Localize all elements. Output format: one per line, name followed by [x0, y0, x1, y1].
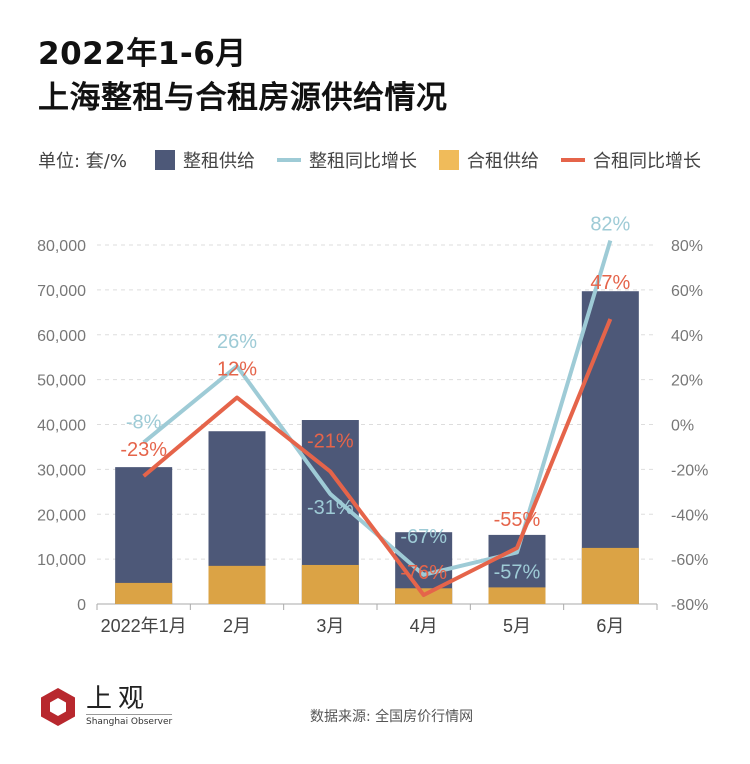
bar-shared-supply	[301, 564, 359, 604]
right-tick-label: 60%	[671, 283, 703, 300]
x-tick-label: 3月	[316, 616, 344, 636]
legend-label: 合租供给	[466, 151, 539, 172]
right-tick-label: 40%	[671, 328, 703, 345]
legend-swatch	[438, 150, 459, 170]
left-tick-label: 30,000	[37, 462, 86, 479]
data-label-shared-growth: 47%	[590, 272, 630, 294]
right-tick-label: -80%	[671, 597, 708, 614]
legend-label: 整租同比增长	[308, 151, 417, 172]
chart-title-line1: 2022年1-6月	[38, 36, 247, 72]
left-tick-label: 60,000	[37, 328, 86, 345]
legend-item-whole-growth: 整租同比增长	[276, 147, 417, 173]
bar-shared-supply	[488, 587, 546, 604]
legend-item-shared-supply: 合租供给	[438, 147, 539, 173]
left-tick-label: 0	[77, 597, 86, 614]
right-tick-label: -40%	[671, 507, 708, 524]
x-tick-label: 6月	[596, 616, 624, 636]
legend-swatch	[560, 158, 585, 162]
bar-shared-supply	[115, 582, 173, 604]
legend-item-shared-growth: 合租同比增长	[560, 147, 701, 173]
right-tick-label: -20%	[671, 462, 708, 479]
data-label-shared-growth: -76%	[400, 562, 447, 584]
left-tick-label: 40,000	[37, 418, 86, 435]
legend-swatch	[154, 150, 175, 170]
data-label-shared-growth: 12%	[217, 359, 257, 381]
legend-swatch	[276, 158, 301, 162]
legend-item-whole-supply: 整租供给	[154, 147, 255, 173]
x-tick-label: 2月	[223, 616, 251, 636]
right-tick-label: 20%	[671, 373, 703, 390]
left-tick-label: 80,000	[37, 238, 86, 255]
legend: 单位: 套/% 整租供给 整租同比增长 合租供给 合租同比增长	[38, 147, 701, 173]
left-tick-label: 20,000	[37, 507, 86, 524]
x-tick-label: 5月	[503, 616, 531, 636]
unit-label: 单位: 套/%	[38, 151, 127, 172]
legend-label: 合租同比增长	[592, 151, 701, 172]
left-tick-label: 70,000	[37, 283, 86, 300]
data-label-whole-growth: -57%	[494, 561, 541, 583]
data-label-whole-growth: -67%	[400, 526, 447, 548]
logo-en: Shanghai Observer	[86, 714, 173, 727]
data-label-shared-growth: -55%	[494, 509, 541, 531]
data-label-shared-growth: -21%	[307, 431, 354, 453]
left-tick-label: 10,000	[37, 552, 86, 569]
hexagon-logo-icon	[41, 687, 75, 726]
logo-cn: 上观	[86, 684, 151, 714]
x-tick-label: 4月	[410, 616, 438, 636]
bar-whole-supply	[115, 467, 173, 604]
bar-shared-supply	[208, 565, 266, 604]
left-tick-label: 50,000	[37, 373, 86, 390]
right-tick-label: 80%	[671, 238, 703, 255]
data-label-whole-growth: 82%	[590, 214, 630, 236]
data-label-whole-growth: 26%	[217, 331, 257, 353]
line-shared-growth	[142, 318, 613, 598]
bar-shared-supply	[581, 547, 639, 604]
right-tick-label: 0%	[671, 418, 694, 435]
data-label-whole-growth: -8%	[126, 411, 162, 433]
right-tick-label: -60%	[671, 552, 708, 569]
legend-label: 整租供给	[182, 151, 255, 172]
data-label-whole-growth: -31%	[307, 497, 354, 519]
chart-title-line2: 上海整租与合租房源供给情况	[38, 80, 448, 116]
data-source: 数据来源: 全国房价行情网	[310, 709, 474, 725]
data-label-shared-growth: -23%	[120, 439, 167, 461]
shanghai-observer-logo: 上观 Shanghai Observer	[38, 684, 173, 727]
x-tick-label: 2022年1月	[101, 616, 187, 636]
